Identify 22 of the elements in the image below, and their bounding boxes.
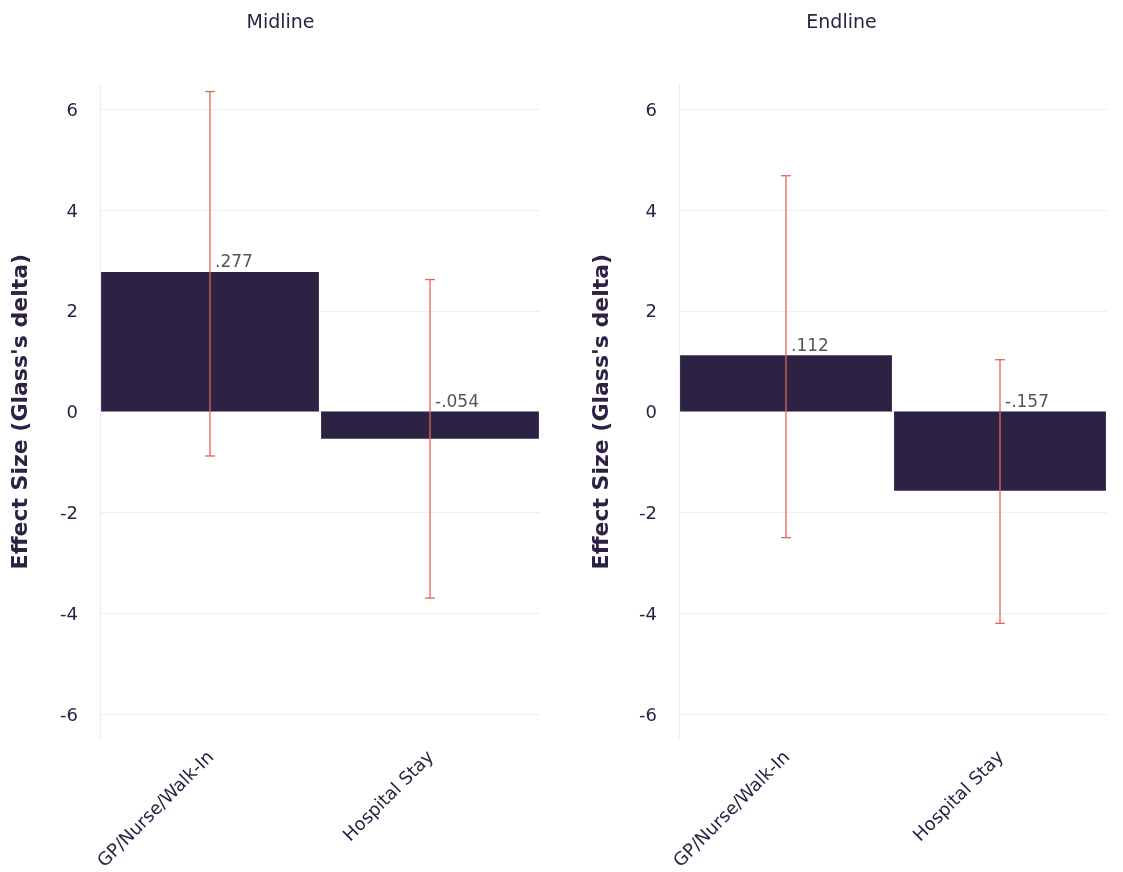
y-tick-label: 6 [645,98,657,120]
chart-title: Endline [806,9,877,32]
y-tick-label: 4 [66,199,78,221]
y-tick-label: 2 [645,300,657,322]
annotation: -.054 [435,391,479,412]
y-tick-label: 6 [66,98,78,120]
y-tick-label: -2 [60,501,78,523]
y-tick-label: 0 [645,401,657,423]
y-tick-label: 0 [66,401,78,423]
annotation: .277 [215,251,253,272]
annotation: .112 [791,334,829,355]
y-tick-label: 2 [66,300,78,322]
y-tick-label: 4 [645,199,657,221]
y-tick-label: -6 [60,703,78,725]
y-axis-title: Effect Size (Glass's delta) [587,253,613,570]
y-axis-title: Effect Size (Glass's delta) [6,253,32,570]
y-tick-label: -2 [639,501,657,523]
y-tick-label: -4 [60,602,78,624]
chart-title: Midline [246,9,315,32]
y-tick-label: -6 [639,703,657,725]
annotation: -.157 [1005,391,1049,412]
y-tick-label: -4 [639,602,657,624]
